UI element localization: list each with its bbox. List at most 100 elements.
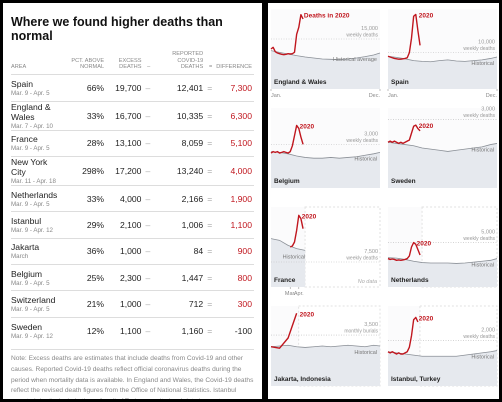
- area-name: Switzerland: [11, 295, 56, 306]
- pct-cell: 25%: [66, 264, 107, 291]
- reported-cell: 13,240: [152, 155, 206, 186]
- area-dates: Mar. 11 - Apr. 18: [11, 177, 56, 185]
- excess-cell: 2,100: [106, 211, 144, 239]
- area-dates: Mar. 9 - Apr. 5: [11, 89, 50, 97]
- area-cell: Switzerland Mar. 9 - Apr. 5: [11, 290, 67, 318]
- operator: –: [143, 155, 153, 186]
- column-header: =: [208, 64, 213, 71]
- excess-cell: 13,100: [106, 129, 144, 157]
- x-tick-label: Apr.: [294, 291, 304, 297]
- line-2020: [289, 214, 304, 248]
- series-label: 2020: [419, 123, 434, 130]
- column-header: –: [147, 64, 151, 71]
- operator: –: [143, 129, 153, 157]
- line-2020: [270, 13, 304, 56]
- difference-cell: 7,300: [214, 74, 254, 101]
- historical-line: [270, 151, 381, 159]
- column-header: EXCESS DEATHS: [118, 57, 142, 71]
- line-2020: [270, 124, 304, 154]
- excess-cell: 1,000: [106, 290, 144, 318]
- table-row: New York City Mar. 11 - Apr. 18 298% 17,200…: [11, 155, 254, 186]
- reported-cell: 712: [152, 290, 206, 318]
- table-row: Jakarta March 36% 1,000–84 = 900: [11, 237, 254, 265]
- reported-cell: 10,335: [152, 100, 206, 130]
- operator: =: [205, 290, 215, 318]
- difference-cell: 4,000: [214, 155, 254, 186]
- area-name: Sweden: [11, 321, 43, 332]
- series-label: 2020: [300, 311, 315, 318]
- operator: =: [205, 211, 215, 239]
- difference-cell: 1,900: [214, 184, 254, 212]
- pct-cell: 29%: [66, 211, 107, 239]
- panel-title: Spain: [391, 79, 409, 86]
- series-label: 2020: [417, 241, 432, 248]
- unit-label: weekly deaths: [463, 113, 495, 119]
- historical-area: [388, 350, 497, 386]
- operator: =: [205, 74, 215, 101]
- unit-label: weekly deaths: [346, 33, 378, 39]
- pct-cell: 66%: [66, 74, 107, 101]
- operator: –: [143, 290, 153, 318]
- area-dates: Mar. 9 - Apr. 5: [11, 306, 50, 314]
- operator: –: [143, 184, 153, 212]
- area-cell: New York City Mar. 11 - Apr. 18: [11, 155, 67, 186]
- area-dates: Mar. 9 - Apr. 12: [11, 332, 53, 340]
- no-data-label: No data: [358, 279, 377, 285]
- table-row: Switzerland Mar. 9 - Apr. 5 21% 1,000–712 = 3…: [11, 290, 254, 318]
- historical-line: [387, 257, 498, 264]
- x-tick-label: Dec.: [486, 93, 498, 99]
- difference-cell: 900: [214, 237, 254, 265]
- table-row: England & Wales Mar. 7 - Apr. 10 33% 16,700…: [11, 100, 254, 130]
- line-2020: [387, 316, 419, 355]
- difference-cell: -100: [214, 316, 254, 344]
- historical-area: [271, 345, 380, 386]
- area-cell: England & Wales Mar. 7 - Apr. 10: [11, 100, 67, 130]
- unit-label: weekly deaths: [346, 138, 378, 144]
- column-header: PCT. ABOVE NORMAL: [71, 57, 105, 71]
- difference-cell: 1,100: [214, 211, 254, 239]
- unit-label: weekly deaths: [463, 46, 495, 52]
- operator: –: [143, 211, 153, 239]
- panel-title: Sweden: [391, 178, 416, 185]
- area-cell: Belgium Mar. 9 - Apr. 5: [11, 264, 67, 291]
- historical-line: [270, 238, 306, 251]
- y-tick-label: 5,000: [481, 230, 495, 236]
- note: Note: Excess deaths are estimates that i…: [11, 349, 254, 399]
- pct-cell: 33%: [66, 100, 107, 130]
- historical-label: Historical: [471, 355, 494, 361]
- historical-line: [387, 350, 498, 357]
- pct-cell: 28%: [66, 129, 107, 157]
- historical-area: [271, 238, 306, 287]
- series-label: 2020: [419, 315, 434, 322]
- area-dates: Mar. 9 - Apr. 5: [11, 145, 50, 153]
- pct-cell: 33%: [66, 184, 107, 212]
- operator: =: [205, 100, 215, 130]
- reported-cell: 12,401: [152, 74, 206, 101]
- historical-line: [270, 344, 381, 348]
- historical-label: Historical: [471, 61, 494, 67]
- line-2020: [270, 313, 298, 349]
- table-row: Sweden Mar. 9 - Apr. 12 12% 1,100–1,160 = -10…: [11, 316, 254, 344]
- operator: =: [205, 316, 215, 344]
- pct-cell: 21%: [66, 290, 107, 318]
- area-name: Belgium: [11, 268, 43, 279]
- historical-area: [388, 56, 497, 89]
- area-dates: March: [11, 253, 29, 261]
- historical-label: Historical: [354, 156, 377, 162]
- reported-cell: 1,160: [152, 316, 206, 344]
- operator: =: [205, 155, 215, 186]
- area-name: Spain: [11, 78, 33, 89]
- area-cell: Istanbul Mar. 9 - Apr. 12: [11, 211, 67, 239]
- operator: =: [205, 237, 215, 265]
- table-panel: Where we found higher deaths than normal…: [3, 3, 262, 399]
- operator: –: [143, 100, 153, 130]
- operator: =: [205, 184, 215, 212]
- panel-title: Netherlands: [391, 277, 429, 284]
- panel-title: Jakarta, Indonesia: [274, 376, 331, 383]
- historical-label: Historical average: [333, 57, 377, 63]
- y-tick-label: 10,000: [478, 40, 495, 46]
- area-dates: Mar. 7 - Apr. 10: [11, 122, 53, 130]
- panel-title: France: [274, 277, 296, 284]
